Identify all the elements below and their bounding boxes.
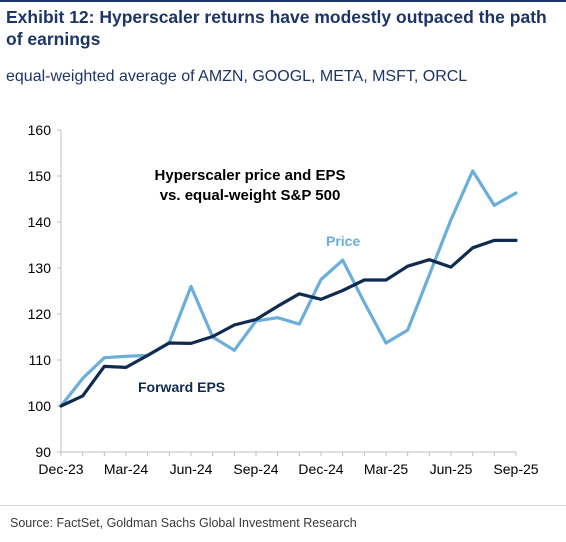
x-tick-label: Sep-24 [233, 461, 278, 477]
chart-title-line: Hyperscaler price and EPS [155, 167, 346, 184]
x-tick-label: Sep-25 [493, 461, 538, 477]
axes: 90 100 110 120 130 140 150 160 Dec-23 Mar-24 Jun-2… [28, 122, 539, 477]
series-label-forward-eps: Forward EPS [138, 379, 225, 395]
series-lines [59, 169, 518, 408]
series-label-price: Price [326, 233, 360, 249]
exhibit-subtitle: equal-weighted average of AMZN, GOOGL, M… [6, 68, 468, 85]
line-chart: 90 100 110 120 130 140 150 160 Dec-23 Mar-24 Jun-2… [28, 122, 539, 477]
y-tick-label: 120 [28, 306, 52, 322]
y-tick-label: 160 [28, 122, 52, 138]
y-tick-label: 90 [35, 444, 51, 460]
exhibit-title: Exhibit 12: Hyperscaler returns have mod… [6, 7, 547, 49]
chart-title-line: vs. equal-weight S&P 500 [160, 187, 341, 204]
y-tick-label: 130 [28, 260, 52, 276]
x-tick-label: Mar-25 [364, 461, 409, 477]
chart-annotations: Hyperscaler price and EPS vs. equal-weigh… [138, 167, 360, 395]
x-tick-label: Dec-24 [298, 461, 343, 477]
y-tick-label: 150 [28, 168, 52, 184]
series-line-forward-eps [59, 238, 518, 408]
top-rule [0, 0, 566, 2]
source-note: Source: FactSet, Goldman Sachs Global In… [10, 516, 357, 530]
bottom-rule [0, 505, 566, 506]
series-line-price [59, 169, 518, 408]
y-tick-label: 100 [28, 398, 52, 414]
x-tick-label: Dec-23 [38, 461, 83, 477]
x-tick-label: Mar-24 [104, 461, 149, 477]
x-tick-label: Jun-25 [430, 461, 473, 477]
x-tick-label: Jun-24 [170, 461, 213, 477]
y-tick-label: 110 [29, 352, 52, 368]
y-tick-label: 140 [28, 214, 52, 230]
